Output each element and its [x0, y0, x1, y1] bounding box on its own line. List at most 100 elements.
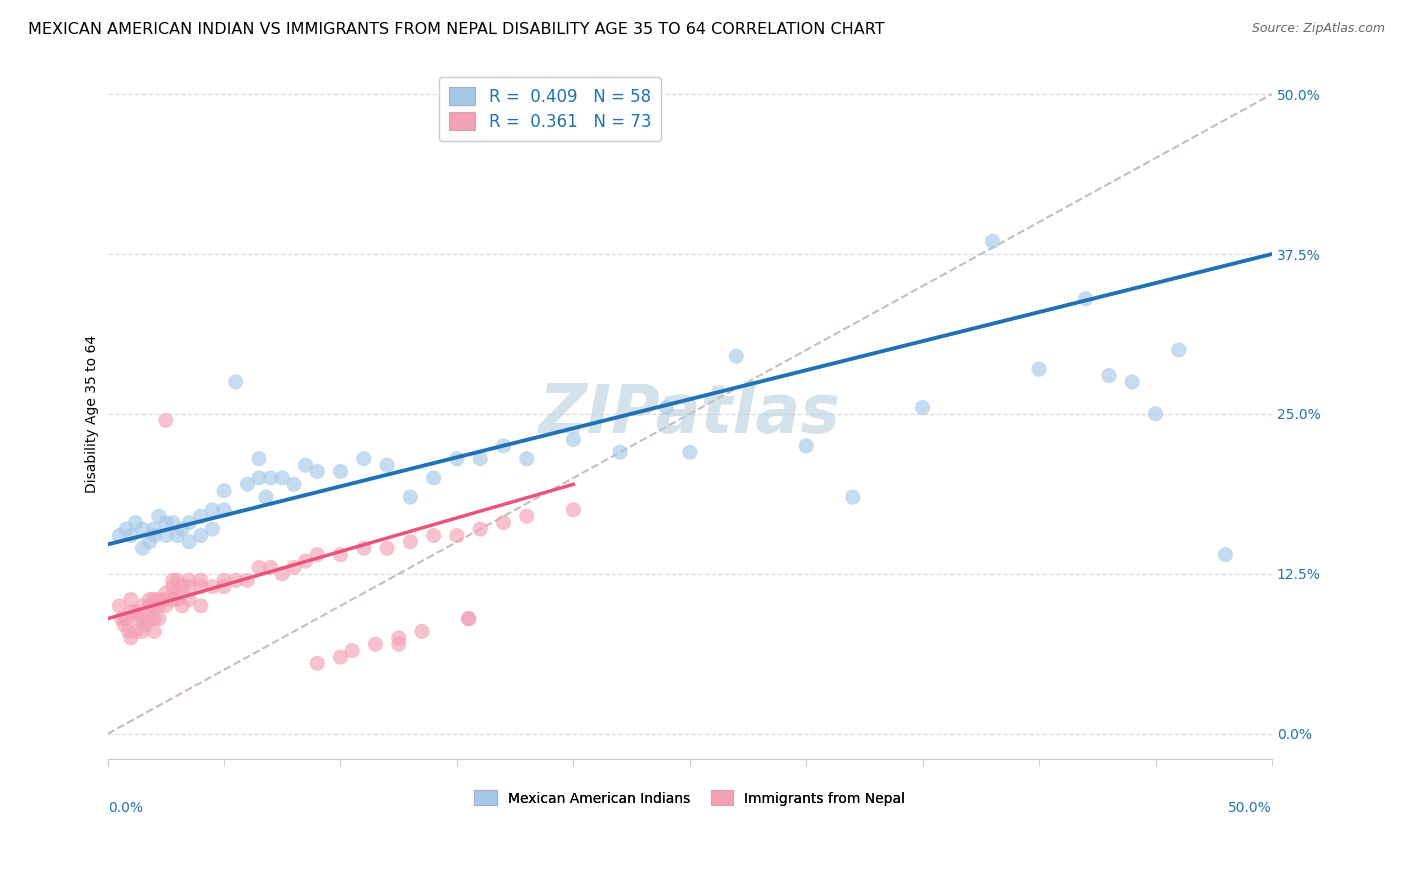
Point	[307, 465, 329, 479]
Point	[225, 375, 247, 389]
Point	[155, 586, 177, 600]
Point	[190, 528, 212, 542]
Point	[212, 573, 235, 587]
Point	[981, 234, 1004, 248]
Point	[271, 471, 294, 485]
Point	[212, 503, 235, 517]
Point	[112, 618, 135, 632]
Point	[143, 528, 166, 542]
Point	[143, 599, 166, 613]
Text: Source: ZipAtlas.com: Source: ZipAtlas.com	[1251, 22, 1385, 36]
Point	[562, 503, 585, 517]
Point	[148, 509, 170, 524]
Point	[148, 592, 170, 607]
Point	[842, 490, 865, 504]
Text: 50.0%: 50.0%	[1229, 801, 1272, 814]
Point	[1074, 292, 1097, 306]
Point	[162, 516, 184, 530]
Point	[247, 471, 270, 485]
Point	[166, 528, 188, 542]
Point	[388, 631, 411, 645]
Point	[115, 522, 138, 536]
Point	[516, 509, 538, 524]
Point	[124, 605, 146, 619]
Point	[127, 612, 149, 626]
Point	[134, 618, 156, 632]
Point	[375, 458, 398, 472]
Point	[411, 624, 433, 639]
Point	[470, 522, 492, 536]
Point	[143, 612, 166, 626]
Point	[725, 350, 748, 364]
Point	[422, 528, 444, 542]
Point	[172, 599, 194, 613]
Point	[236, 573, 259, 587]
Point	[329, 650, 352, 665]
Point	[172, 580, 194, 594]
Point	[179, 534, 201, 549]
Point	[172, 522, 194, 536]
Point	[399, 490, 422, 504]
Point	[283, 477, 305, 491]
Point	[138, 599, 160, 613]
Point	[1215, 548, 1237, 562]
Point	[470, 451, 492, 466]
Point	[247, 560, 270, 574]
Point	[492, 516, 515, 530]
Point	[124, 516, 146, 530]
Point	[283, 560, 305, 574]
Point	[399, 534, 422, 549]
Point	[143, 624, 166, 639]
Point	[329, 548, 352, 562]
Point	[271, 566, 294, 581]
Point	[190, 580, 212, 594]
Point	[212, 580, 235, 594]
Point	[492, 439, 515, 453]
Point	[457, 612, 479, 626]
Point	[179, 580, 201, 594]
Point	[110, 612, 132, 626]
Point	[117, 624, 139, 639]
Point	[446, 528, 468, 542]
Point	[225, 573, 247, 587]
Point	[679, 445, 702, 459]
Point	[190, 573, 212, 587]
Point	[201, 503, 224, 517]
Point	[562, 433, 585, 447]
Point	[446, 451, 468, 466]
Point	[115, 612, 138, 626]
Point	[120, 605, 142, 619]
Point	[294, 458, 316, 472]
Point	[247, 451, 270, 466]
Point	[375, 541, 398, 556]
Point	[131, 599, 153, 613]
Point	[190, 509, 212, 524]
Point	[148, 599, 170, 613]
Point	[131, 624, 153, 639]
Point	[190, 599, 212, 613]
Text: MEXICAN AMERICAN INDIAN VS IMMIGRANTS FROM NEPAL DISABILITY AGE 35 TO 64 CORRELA: MEXICAN AMERICAN INDIAN VS IMMIGRANTS FR…	[28, 22, 884, 37]
Point	[162, 573, 184, 587]
Point	[131, 612, 153, 626]
Point	[457, 612, 479, 626]
Point	[108, 528, 131, 542]
Point	[911, 401, 934, 415]
Point	[794, 439, 817, 453]
Point	[155, 599, 177, 613]
Point	[307, 548, 329, 562]
Point	[1098, 368, 1121, 383]
Point	[108, 599, 131, 613]
Point	[166, 573, 188, 587]
Point	[131, 522, 153, 536]
Point	[148, 612, 170, 626]
Point	[388, 637, 411, 651]
Point	[155, 528, 177, 542]
Point	[124, 624, 146, 639]
Point	[143, 592, 166, 607]
Point	[294, 554, 316, 568]
Point	[162, 580, 184, 594]
Legend: Mexican American Indians, Immigrants from Nepal: Mexican American Indians, Immigrants fro…	[468, 785, 911, 811]
Point	[120, 528, 142, 542]
Point	[138, 534, 160, 549]
Point	[120, 592, 142, 607]
